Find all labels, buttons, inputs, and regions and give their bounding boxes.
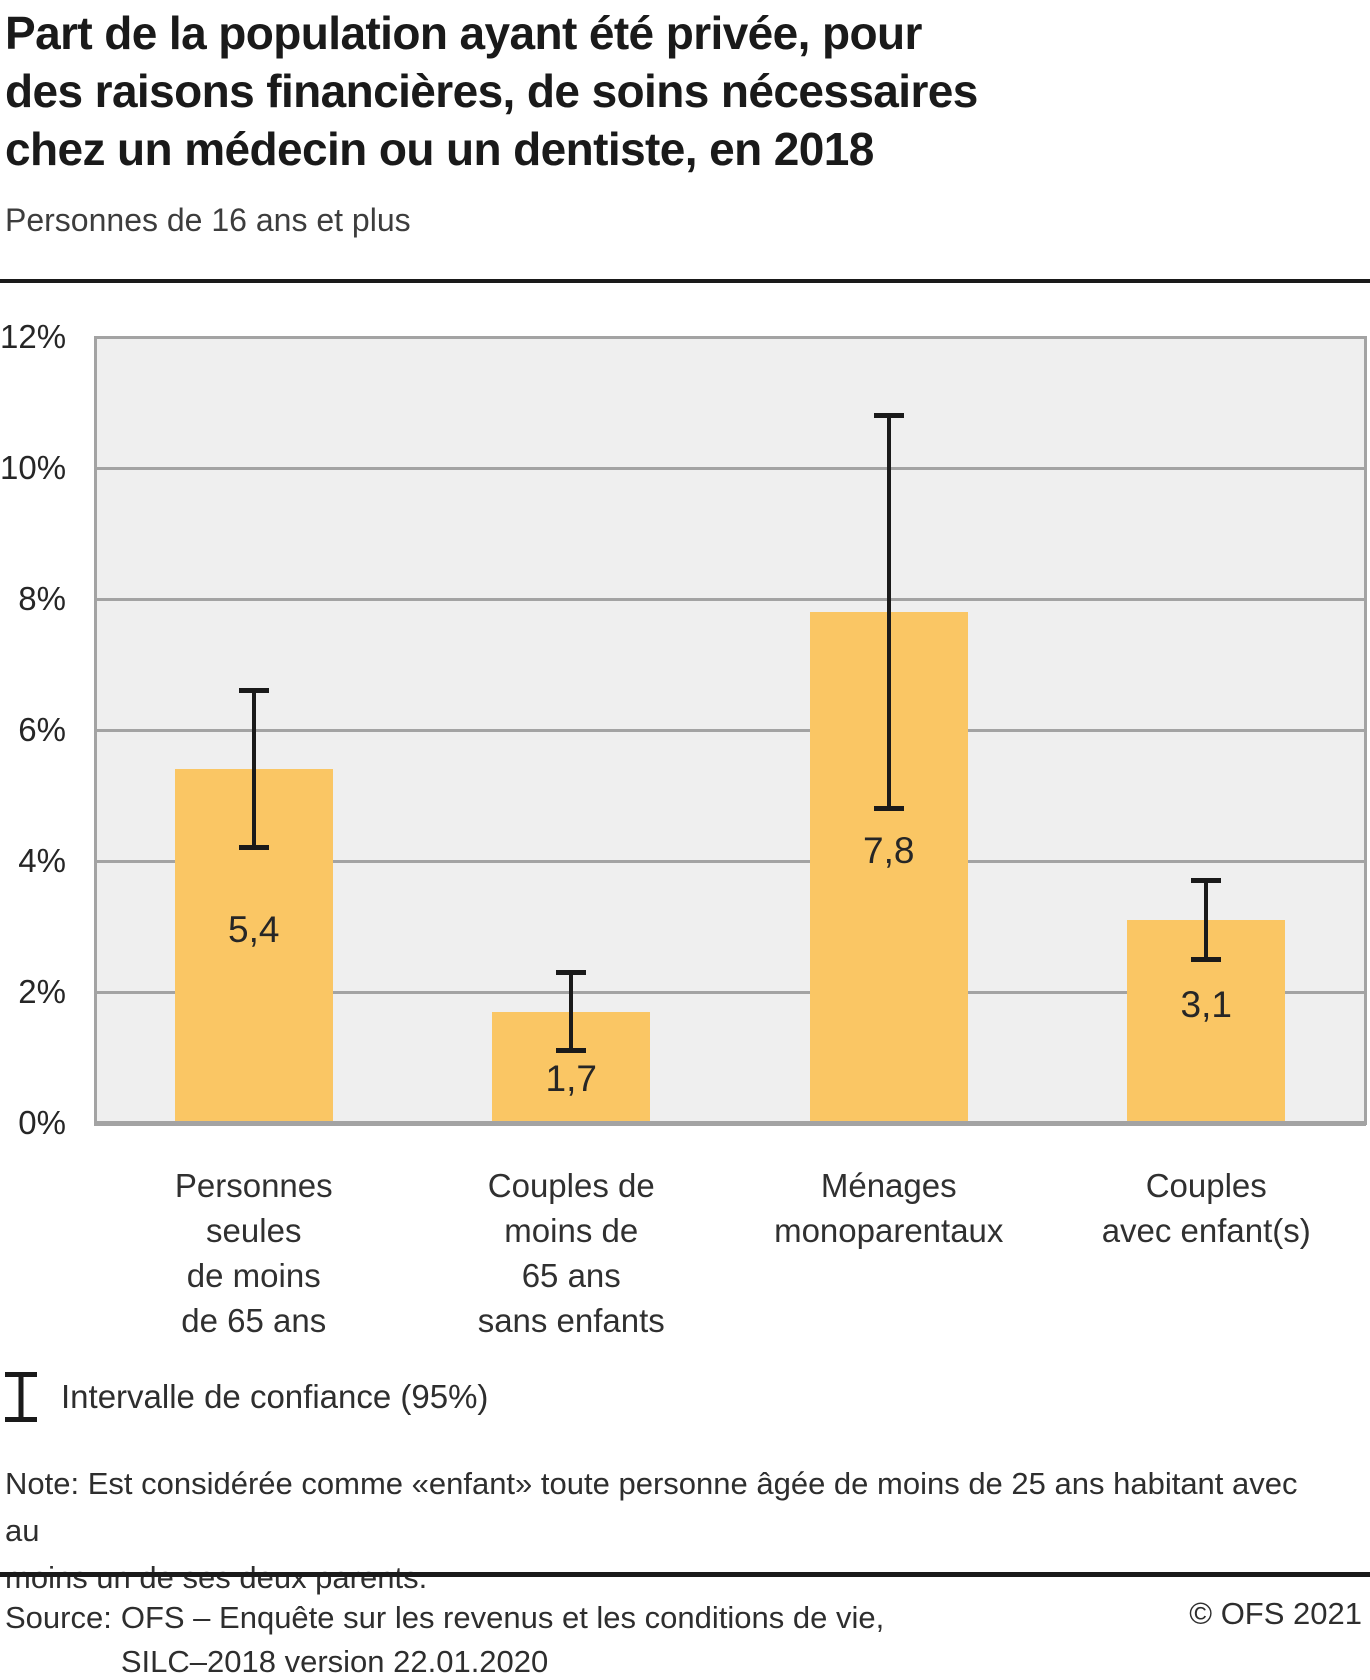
x-axis-label-line: de moins xyxy=(186,1257,321,1294)
x-axis-label: Couples avec enfant(s) xyxy=(1036,1163,1370,1253)
legend: Intervalle de confiance (95%) xyxy=(5,1372,488,1422)
plot-bottom-axis xyxy=(94,1121,1366,1126)
gridline xyxy=(94,728,1366,732)
chart-note: Note: Est considérée comme «enfant» tout… xyxy=(5,1460,1335,1601)
error-bar-cap-top xyxy=(238,688,269,694)
y-axis-label: 2% xyxy=(18,973,66,1010)
x-axis-label-line: Couples de xyxy=(487,1167,655,1204)
x-axis-label: Couples de moins de 65 ans sans enfants xyxy=(401,1163,741,1343)
x-axis-label: Personnes seules de moins de 65 ans xyxy=(84,1163,424,1343)
page-subtitle: Personnes de 16 ans et plus xyxy=(5,202,411,238)
y-axis-label: 6% xyxy=(18,711,66,748)
x-axis-label-line: sans enfants xyxy=(477,1302,665,1339)
bar-value-label: 7,8 xyxy=(863,830,915,872)
x-axis-label-line: seules xyxy=(206,1212,302,1249)
y-axis-label: 12% xyxy=(0,318,67,355)
note-line-2: moins un de ses deux parents. xyxy=(5,1560,428,1595)
source-text: OFS – Enquête sur les revenus et les con… xyxy=(121,1596,884,1680)
plot-left-edge xyxy=(93,335,97,1125)
gridline xyxy=(94,859,1366,863)
error-bar-stem xyxy=(1204,880,1209,960)
note-line-1: Note: Est considérée comme «enfant» tout… xyxy=(5,1466,1298,1548)
error-bar-stem xyxy=(251,690,256,848)
bar-value-label: 5,4 xyxy=(228,908,280,950)
x-axis-label-line: 65 ans xyxy=(521,1257,621,1294)
error-bar-cap-bottom xyxy=(238,845,269,851)
error-bar-cap-top xyxy=(873,413,904,419)
confidence-interval-icon xyxy=(5,1372,37,1422)
source-line-2: SILC–2018 version 22.01.2020 xyxy=(120,1644,549,1679)
title-line-1: Part de la population ayant été privée, … xyxy=(5,7,922,59)
legend-label: Intervalle de confiance (95%) xyxy=(61,1378,489,1415)
y-axis-label: 8% xyxy=(18,580,66,617)
x-axis-label-line: monoparentaux xyxy=(774,1212,1004,1249)
x-axis-label-line: Couples xyxy=(1145,1167,1267,1204)
error-bar-cap-bottom xyxy=(1191,956,1222,962)
bar-value-label: 3,1 xyxy=(1180,984,1232,1026)
gridline xyxy=(94,597,1366,601)
x-axis-label: Ménages monoparentaux xyxy=(719,1163,1059,1253)
page-title: Part de la population ayant été privée, … xyxy=(5,4,1255,178)
gridline xyxy=(94,990,1366,994)
footer-divider xyxy=(0,1572,1370,1577)
plot-right-edge xyxy=(1363,335,1367,1125)
source-block: Source: OFS – Enquête sur les revenus et… xyxy=(5,1596,1365,1680)
y-axis-label: 10% xyxy=(0,449,67,486)
bar-value-label: 1,7 xyxy=(545,1058,597,1100)
x-axis-label-line: de 65 ans xyxy=(181,1302,327,1339)
error-bar-cap-top xyxy=(556,969,587,975)
x-axis-label-line: Ménages xyxy=(820,1167,957,1204)
error-bar-stem xyxy=(886,415,891,809)
error-bar-cap-top xyxy=(1191,878,1222,884)
plot-top-edge xyxy=(94,335,1366,339)
y-axis-label: 4% xyxy=(18,842,66,879)
x-axis-label-line: moins de xyxy=(504,1212,639,1249)
copyright: © OFS 2021 xyxy=(1189,1596,1362,1631)
source-label: Source: xyxy=(5,1600,112,1635)
header-divider xyxy=(0,279,1370,283)
gridline xyxy=(94,466,1366,470)
title-line-2: des raisons financières, de soins nécess… xyxy=(5,65,978,117)
error-bar-cap-bottom xyxy=(556,1048,587,1054)
y-axis-label: 0% xyxy=(18,1104,66,1141)
x-axis-label-line: Personnes xyxy=(174,1167,333,1204)
title-line-3: chez un médecin ou un dentiste, en 2018 xyxy=(5,123,874,175)
error-bar-stem xyxy=(569,972,574,1051)
x-axis-label-line: avec enfant(s) xyxy=(1101,1212,1311,1249)
source-line-1: OFS – Enquête sur les revenus et les con… xyxy=(120,1600,885,1635)
error-bar-cap-bottom xyxy=(873,806,904,812)
